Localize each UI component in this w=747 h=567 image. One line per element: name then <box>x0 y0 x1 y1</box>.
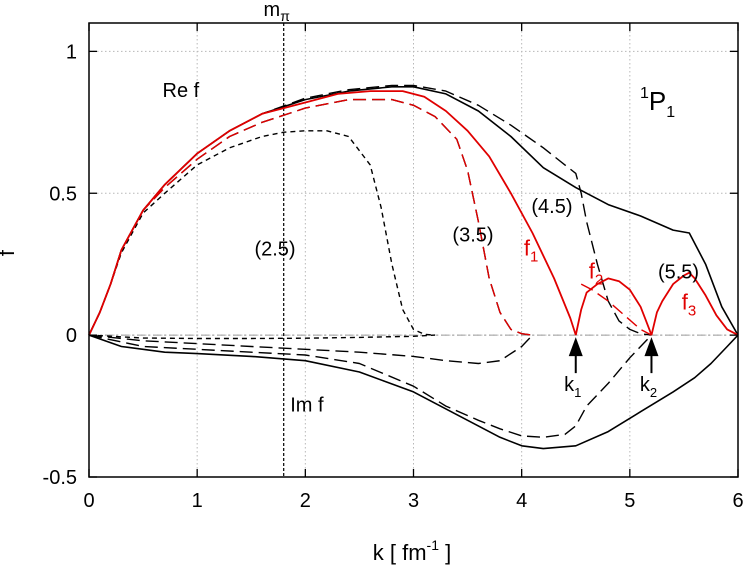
f-label-subscript: 1 <box>530 249 538 266</box>
series-11-line <box>650 271 739 336</box>
series-6-line <box>88 334 534 365</box>
series-2-line <box>88 334 739 450</box>
cutoff-label: (4.5) <box>531 196 572 218</box>
series-3-line <box>88 84 652 336</box>
x-axis-label-exponent: -1 <box>427 537 440 553</box>
f-label-main: f <box>589 258 596 283</box>
k2-label: k2 <box>640 374 657 400</box>
cutoff-label: (5.5) <box>658 261 699 283</box>
k2-arrow-head <box>644 337 659 357</box>
x-tick-label: 3 <box>408 490 419 512</box>
cutoff-label: (2.5) <box>254 239 295 261</box>
im-f-label: Im f <box>290 395 324 417</box>
mpi-label-subscript: π <box>280 8 290 24</box>
k1-label: k1 <box>564 374 581 400</box>
partial-wave-letter: P <box>649 86 666 116</box>
series-group <box>88 84 739 450</box>
k-label-subscript: 2 <box>650 385 657 400</box>
mpi-label-main: m <box>264 0 281 21</box>
series-12-line <box>88 98 533 336</box>
series-9-line <box>88 90 577 336</box>
series-7-line <box>88 130 436 336</box>
x-axis-label-close: ] <box>439 540 451 565</box>
cutoff-label: (3.5) <box>452 224 493 246</box>
f1-label: f1 <box>524 236 538 266</box>
f-label-subscript: 2 <box>595 271 603 288</box>
y-axis-label: f <box>0 249 19 256</box>
series-8-line <box>88 334 436 340</box>
f-label-main: f <box>524 236 531 261</box>
f-label-main: f <box>682 290 689 315</box>
y-tick-label: -0.5 <box>43 467 77 489</box>
series-4-line <box>88 334 653 438</box>
k-label-main: k <box>640 374 651 396</box>
series-10-line <box>574 277 653 336</box>
f-label-subscript: 3 <box>688 303 696 320</box>
partial-wave-superscript: 1 <box>640 85 649 102</box>
x-tick-label: 5 <box>624 490 635 512</box>
f2-label: f2 <box>589 258 603 288</box>
f3-label: f3 <box>682 290 696 320</box>
re-f-label: Re f <box>163 80 200 102</box>
x-tick-label: 4 <box>516 490 527 512</box>
y-tick-label: 0 <box>66 325 77 347</box>
partial-wave-subscript: 1 <box>666 104 675 121</box>
k1-arrow-head <box>568 337 583 357</box>
k-label-main: k <box>564 374 575 396</box>
x-tick-label: 6 <box>732 490 743 512</box>
mpi-marker: mπ <box>264 0 291 477</box>
x-axis-label-main: k [ fm <box>373 540 427 565</box>
x-tick-label: 0 <box>83 490 94 512</box>
k-label-subscript: 1 <box>574 385 581 400</box>
mpi-label: mπ <box>264 0 291 24</box>
y-tick-label: 1 <box>66 41 77 63</box>
x-tick-label: 2 <box>300 490 311 512</box>
series-5-line <box>88 98 533 336</box>
x-tick-label: 1 <box>192 490 203 512</box>
partial-wave-label: 1P1 <box>640 85 675 121</box>
axis-ticks: 0 1 2 3 4 5 6 -0.5 0 0.5 1 <box>43 23 744 512</box>
x-axis-label: k [ fm-1 ] <box>373 537 451 565</box>
series-13-line <box>580 283 652 336</box>
y-tick-label: 0.5 <box>49 183 77 205</box>
